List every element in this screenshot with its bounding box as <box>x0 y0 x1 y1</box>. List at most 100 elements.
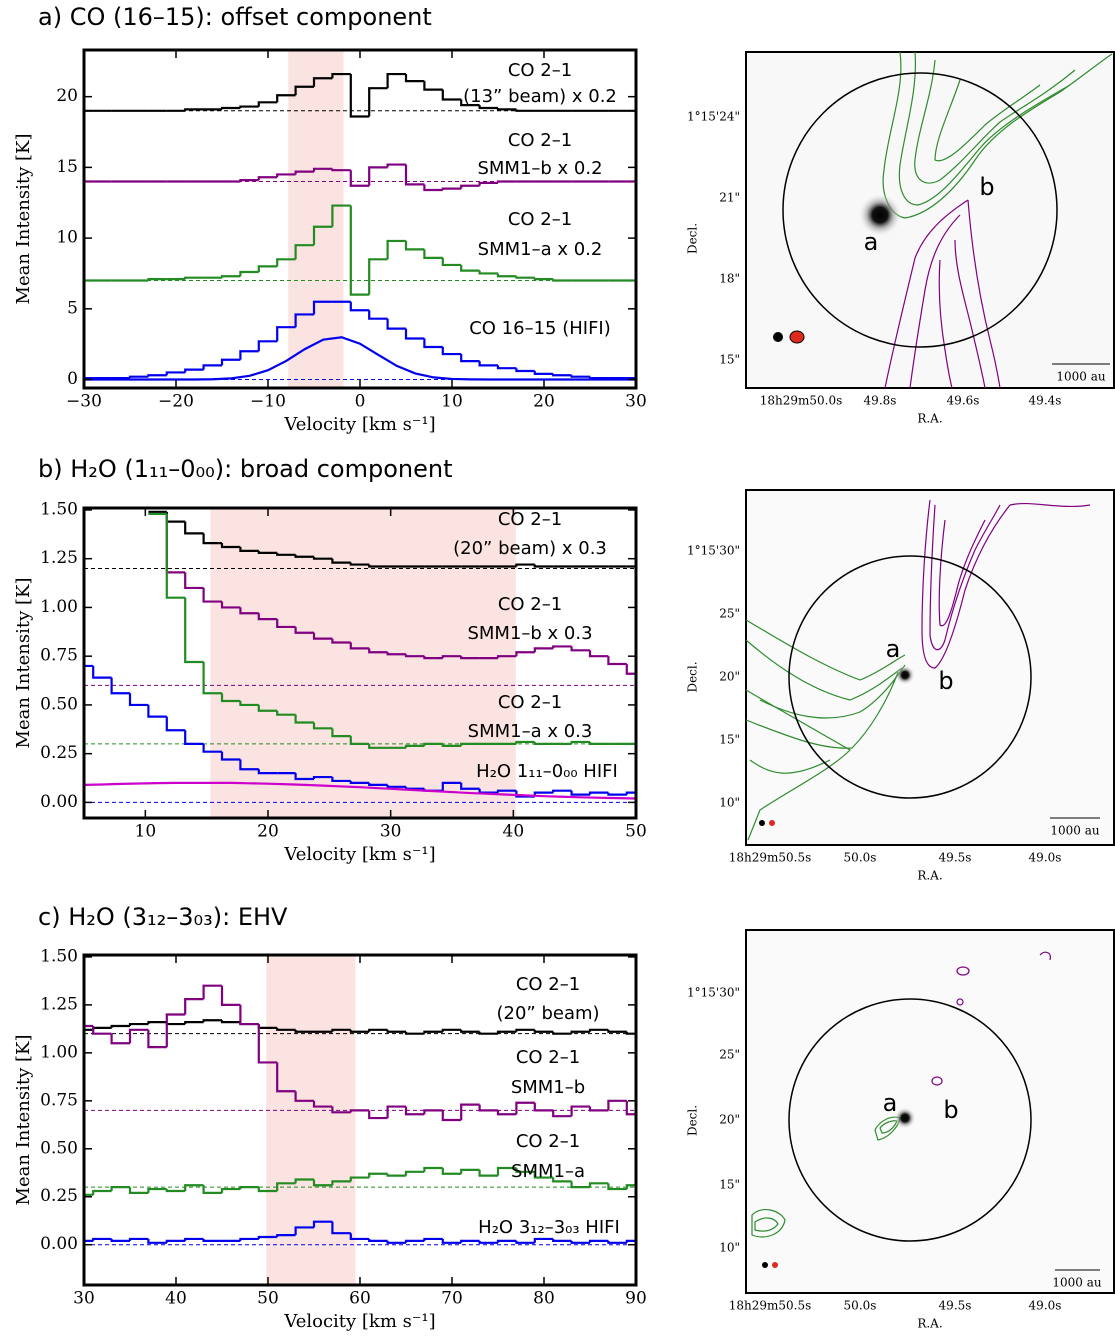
source-label: b <box>938 667 953 695</box>
spectrum-step <box>386 318 406 330</box>
beam <box>773 332 783 342</box>
map-y-label: Decl. <box>686 661 700 692</box>
panel-title: b) H₂O (1₁₁–0₀₀): broad component <box>38 455 452 483</box>
spectrum-step <box>257 769 278 775</box>
spectrum-step <box>423 338 443 349</box>
spectrum-step <box>331 1221 351 1235</box>
spectrum-step <box>165 1013 186 1048</box>
map-b <box>745 489 1115 846</box>
spectrum-step <box>239 1004 259 1026</box>
spectrum-step <box>552 1110 572 1118</box>
beam <box>759 820 765 826</box>
spectrum-step <box>331 638 351 644</box>
map-x-tick-label: 49.5s <box>939 1299 972 1313</box>
spectrum-step <box>441 1167 462 1175</box>
highlight-band <box>210 508 516 818</box>
spectrum-step <box>349 74 370 118</box>
spectrum-step <box>239 1186 259 1190</box>
spectrum-step <box>533 564 554 568</box>
spectrum-step <box>202 364 222 370</box>
spectrum-step <box>478 270 498 275</box>
spectrum-step <box>349 736 370 746</box>
map-y-tick-label: 20" <box>719 670 740 684</box>
map-x-tick-label: 18h29m50.5s <box>729 851 812 865</box>
source-label: a <box>864 228 879 256</box>
spectrum-step <box>460 742 480 746</box>
map-c <box>745 929 1115 1294</box>
spectrum-step <box>460 1239 480 1243</box>
series-label: CO 2–1 <box>498 692 562 713</box>
spectrum-step <box>239 1237 259 1241</box>
x-tick-label: 30 <box>380 822 402 842</box>
spectrum-step <box>349 205 370 296</box>
spectrum-step <box>239 350 259 360</box>
spectrum-step <box>515 1028 535 1032</box>
map-x-tick-label: 49.6s <box>947 394 980 408</box>
x-tick-label: −20 <box>158 392 194 412</box>
spectrum-step <box>478 181 498 186</box>
spectrum-step <box>276 710 296 716</box>
spectrum-step <box>386 1029 406 1033</box>
spectrum-step <box>496 273 517 278</box>
spectrum-step <box>220 543 241 549</box>
y-tick-label: 0.00 <box>40 1234 78 1254</box>
spectrum-step <box>257 613 278 621</box>
scalebar-label: 1000 au <box>1052 1276 1102 1290</box>
y-tick-label: 0.25 <box>40 743 78 763</box>
y-axis-label: Mean Intensity [K] <box>13 134 34 305</box>
y-tick-label: 1.00 <box>40 1042 78 1062</box>
y-tick-label: 15 <box>56 157 78 177</box>
spectrum-step <box>368 743 388 749</box>
beam <box>769 820 775 826</box>
spectrum-step <box>349 170 370 187</box>
series-label: (20” beam) <box>496 1003 599 1024</box>
map-x-tick-label: 49.8s <box>864 394 897 408</box>
spectrum-step <box>165 371 186 376</box>
x-tick-label: −30 <box>66 392 102 412</box>
spectrum-step <box>202 662 222 695</box>
spectrum-step <box>128 693 149 707</box>
series-label: SMM1–a x 0.2 <box>478 239 603 260</box>
spectrum-step <box>460 99 480 107</box>
series-label: CO 2–1 <box>508 60 572 81</box>
series-label: CO 2–1 <box>498 594 562 615</box>
spectrum-step <box>294 554 314 558</box>
source-blob <box>895 665 915 685</box>
spectrum-step <box>423 249 443 259</box>
spectrum-step <box>147 704 167 718</box>
map-x-tick-label: 49.5s <box>939 851 972 865</box>
spectrum-step <box>368 648 388 654</box>
y-tick-label: 0.75 <box>40 646 78 666</box>
spectrum-step <box>607 792 627 796</box>
spectrum-step <box>165 511 186 523</box>
spectrum-step <box>533 277 554 281</box>
map-a <box>745 51 1115 389</box>
series-label: SMM1–b <box>511 1077 585 1098</box>
x-axis-label: Velocity [km s⁻¹] <box>283 1311 435 1332</box>
spectrum-step <box>312 1100 333 1108</box>
spectrum-step <box>312 556 333 560</box>
spectrum-step <box>441 257 462 267</box>
spectrum-step <box>239 179 259 182</box>
spectrum-step <box>147 1029 167 1049</box>
spectrum-step <box>312 632 333 640</box>
map-y-tick-label: 10" <box>719 1241 740 1255</box>
map-x-tick-label: 18h29m50.5s <box>729 1299 812 1313</box>
x-tick-label: 70 <box>441 1289 463 1309</box>
y-tick-label: 5 <box>67 298 78 318</box>
spectrum-step <box>294 714 314 724</box>
spectrum-step <box>607 656 627 666</box>
spectrum-step <box>202 587 222 603</box>
spectrum-step <box>496 789 517 793</box>
spectrum-step <box>257 1235 278 1239</box>
spectrum-step <box>110 1024 130 1028</box>
x-tick-label: 0 <box>355 392 366 412</box>
series-label: SMM1–b x 0.3 <box>467 623 592 644</box>
spectrum-step <box>515 1167 535 1173</box>
spectrum-step <box>239 759 259 771</box>
spectrum-step <box>276 94 296 103</box>
map-frame <box>745 51 1115 389</box>
spectrum-step <box>441 743 462 747</box>
